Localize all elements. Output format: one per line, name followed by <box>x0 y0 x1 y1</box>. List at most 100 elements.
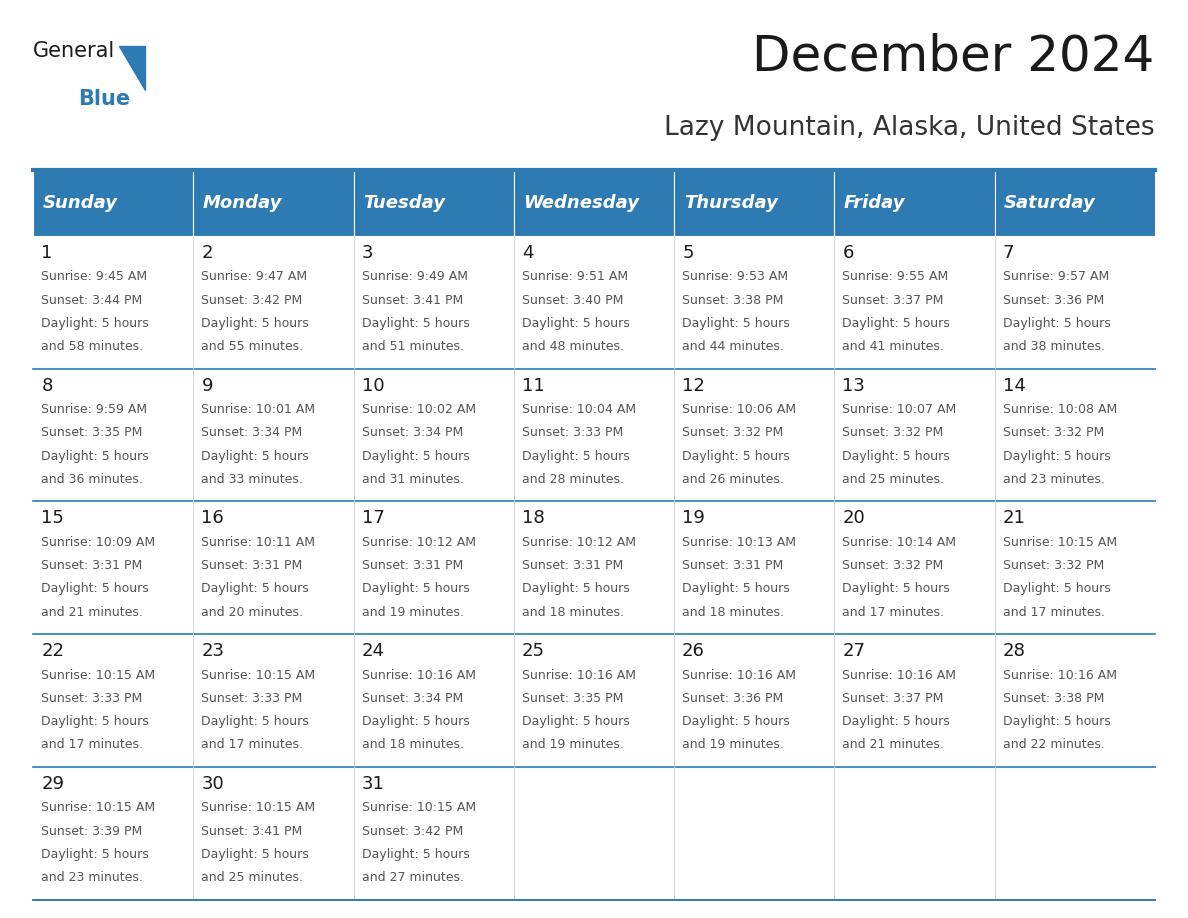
Text: Daylight: 5 hours: Daylight: 5 hours <box>522 317 630 330</box>
Text: Sunrise: 9:47 AM: Sunrise: 9:47 AM <box>202 271 308 284</box>
Text: Sunrise: 10:07 AM: Sunrise: 10:07 AM <box>842 403 956 416</box>
Text: Sunset: 3:31 PM: Sunset: 3:31 PM <box>42 559 143 572</box>
Text: Tuesday: Tuesday <box>364 194 446 212</box>
Text: and 36 minutes.: and 36 minutes. <box>42 473 143 486</box>
Text: and 18 minutes.: and 18 minutes. <box>522 606 624 619</box>
Text: Sunset: 3:32 PM: Sunset: 3:32 PM <box>1003 427 1104 440</box>
Text: Sunrise: 9:45 AM: Sunrise: 9:45 AM <box>42 271 147 284</box>
Bar <box>994 767 1155 900</box>
Text: Daylight: 5 hours: Daylight: 5 hours <box>522 450 630 463</box>
Text: Sunset: 3:31 PM: Sunset: 3:31 PM <box>522 559 624 572</box>
Bar <box>354 634 514 767</box>
Text: 22: 22 <box>42 642 64 660</box>
Text: Sunrise: 10:04 AM: Sunrise: 10:04 AM <box>522 403 636 416</box>
Text: Daylight: 5 hours: Daylight: 5 hours <box>202 715 309 728</box>
Text: and 20 minutes.: and 20 minutes. <box>202 606 303 619</box>
Bar <box>674 501 834 634</box>
Text: and 28 minutes.: and 28 minutes. <box>522 473 624 486</box>
Text: and 17 minutes.: and 17 minutes. <box>202 738 303 751</box>
Text: 20: 20 <box>842 509 865 527</box>
Text: Sunset: 3:38 PM: Sunset: 3:38 PM <box>1003 692 1104 705</box>
Text: Sunrise: 9:51 AM: Sunrise: 9:51 AM <box>522 271 628 284</box>
Bar <box>33 236 194 369</box>
Text: Sunset: 3:41 PM: Sunset: 3:41 PM <box>202 824 303 837</box>
Text: Daylight: 5 hours: Daylight: 5 hours <box>682 715 790 728</box>
Text: 13: 13 <box>842 376 865 395</box>
Text: Sunrise: 10:15 AM: Sunrise: 10:15 AM <box>202 801 316 814</box>
Text: General: General <box>33 41 115 62</box>
Text: Daylight: 5 hours: Daylight: 5 hours <box>202 848 309 861</box>
Text: Sunset: 3:42 PM: Sunset: 3:42 PM <box>202 294 303 307</box>
Text: 23: 23 <box>202 642 225 660</box>
Text: Sunset: 3:34 PM: Sunset: 3:34 PM <box>361 427 463 440</box>
Text: 24: 24 <box>361 642 385 660</box>
Bar <box>994 634 1155 767</box>
Text: Daylight: 5 hours: Daylight: 5 hours <box>42 317 148 330</box>
Text: 19: 19 <box>682 509 704 527</box>
Text: and 27 minutes.: and 27 minutes. <box>361 871 463 884</box>
Text: 4: 4 <box>522 244 533 262</box>
Text: 21: 21 <box>1003 509 1025 527</box>
Text: and 51 minutes.: and 51 minutes. <box>361 341 463 353</box>
Bar <box>514 170 674 236</box>
Text: and 17 minutes.: and 17 minutes. <box>842 606 944 619</box>
Text: Sunrise: 9:57 AM: Sunrise: 9:57 AM <box>1003 271 1108 284</box>
Text: Daylight: 5 hours: Daylight: 5 hours <box>842 715 950 728</box>
Text: 28: 28 <box>1003 642 1025 660</box>
Text: and 23 minutes.: and 23 minutes. <box>42 871 143 884</box>
Bar <box>354 170 514 236</box>
Text: Daylight: 5 hours: Daylight: 5 hours <box>1003 450 1111 463</box>
Text: and 17 minutes.: and 17 minutes. <box>1003 606 1105 619</box>
Bar <box>514 369 674 501</box>
Bar <box>994 501 1155 634</box>
Text: Sunrise: 9:59 AM: Sunrise: 9:59 AM <box>42 403 147 416</box>
Bar <box>834 236 994 369</box>
Bar <box>834 501 994 634</box>
Text: 11: 11 <box>522 376 544 395</box>
Bar <box>834 369 994 501</box>
Text: 10: 10 <box>361 376 385 395</box>
Text: 31: 31 <box>361 775 385 793</box>
Bar <box>674 170 834 236</box>
Text: Sunset: 3:38 PM: Sunset: 3:38 PM <box>682 294 784 307</box>
Text: 17: 17 <box>361 509 385 527</box>
Text: 1: 1 <box>42 244 52 262</box>
Text: and 41 minutes.: and 41 minutes. <box>842 341 944 353</box>
Text: Daylight: 5 hours: Daylight: 5 hours <box>682 450 790 463</box>
Text: Sunset: 3:35 PM: Sunset: 3:35 PM <box>522 692 624 705</box>
Text: Sunrise: 10:01 AM: Sunrise: 10:01 AM <box>202 403 316 416</box>
Text: Sunset: 3:33 PM: Sunset: 3:33 PM <box>202 692 303 705</box>
Text: Sunrise: 10:16 AM: Sunrise: 10:16 AM <box>682 668 796 682</box>
Text: Sunset: 3:32 PM: Sunset: 3:32 PM <box>1003 559 1104 572</box>
Text: Sunrise: 10:16 AM: Sunrise: 10:16 AM <box>522 668 636 682</box>
Text: Sunrise: 10:12 AM: Sunrise: 10:12 AM <box>522 536 636 549</box>
Text: and 31 minutes.: and 31 minutes. <box>361 473 463 486</box>
Text: 18: 18 <box>522 509 544 527</box>
Text: and 26 minutes.: and 26 minutes. <box>682 473 784 486</box>
Text: Sunrise: 9:53 AM: Sunrise: 9:53 AM <box>682 271 789 284</box>
Text: Daylight: 5 hours: Daylight: 5 hours <box>842 450 950 463</box>
Text: and 38 minutes.: and 38 minutes. <box>1003 341 1105 353</box>
Bar <box>834 170 994 236</box>
Text: Sunset: 3:34 PM: Sunset: 3:34 PM <box>202 427 303 440</box>
Bar <box>194 236 354 369</box>
Text: Sunset: 3:44 PM: Sunset: 3:44 PM <box>42 294 143 307</box>
Text: Daylight: 5 hours: Daylight: 5 hours <box>202 450 309 463</box>
Text: Sunset: 3:31 PM: Sunset: 3:31 PM <box>202 559 303 572</box>
Text: and 18 minutes.: and 18 minutes. <box>682 606 784 619</box>
Text: 7: 7 <box>1003 244 1015 262</box>
Bar <box>994 170 1155 236</box>
Text: Sunset: 3:41 PM: Sunset: 3:41 PM <box>361 294 463 307</box>
Text: Sunset: 3:32 PM: Sunset: 3:32 PM <box>842 427 943 440</box>
Text: and 17 minutes.: and 17 minutes. <box>42 738 144 751</box>
Text: 9: 9 <box>202 376 213 395</box>
Bar <box>33 170 194 236</box>
Text: 12: 12 <box>682 376 704 395</box>
Bar <box>674 767 834 900</box>
Text: and 48 minutes.: and 48 minutes. <box>522 341 624 353</box>
Bar <box>33 634 194 767</box>
Text: Sunset: 3:39 PM: Sunset: 3:39 PM <box>42 824 143 837</box>
Text: Daylight: 5 hours: Daylight: 5 hours <box>1003 317 1111 330</box>
Text: Daylight: 5 hours: Daylight: 5 hours <box>202 582 309 596</box>
Text: Sunrise: 10:15 AM: Sunrise: 10:15 AM <box>202 668 316 682</box>
